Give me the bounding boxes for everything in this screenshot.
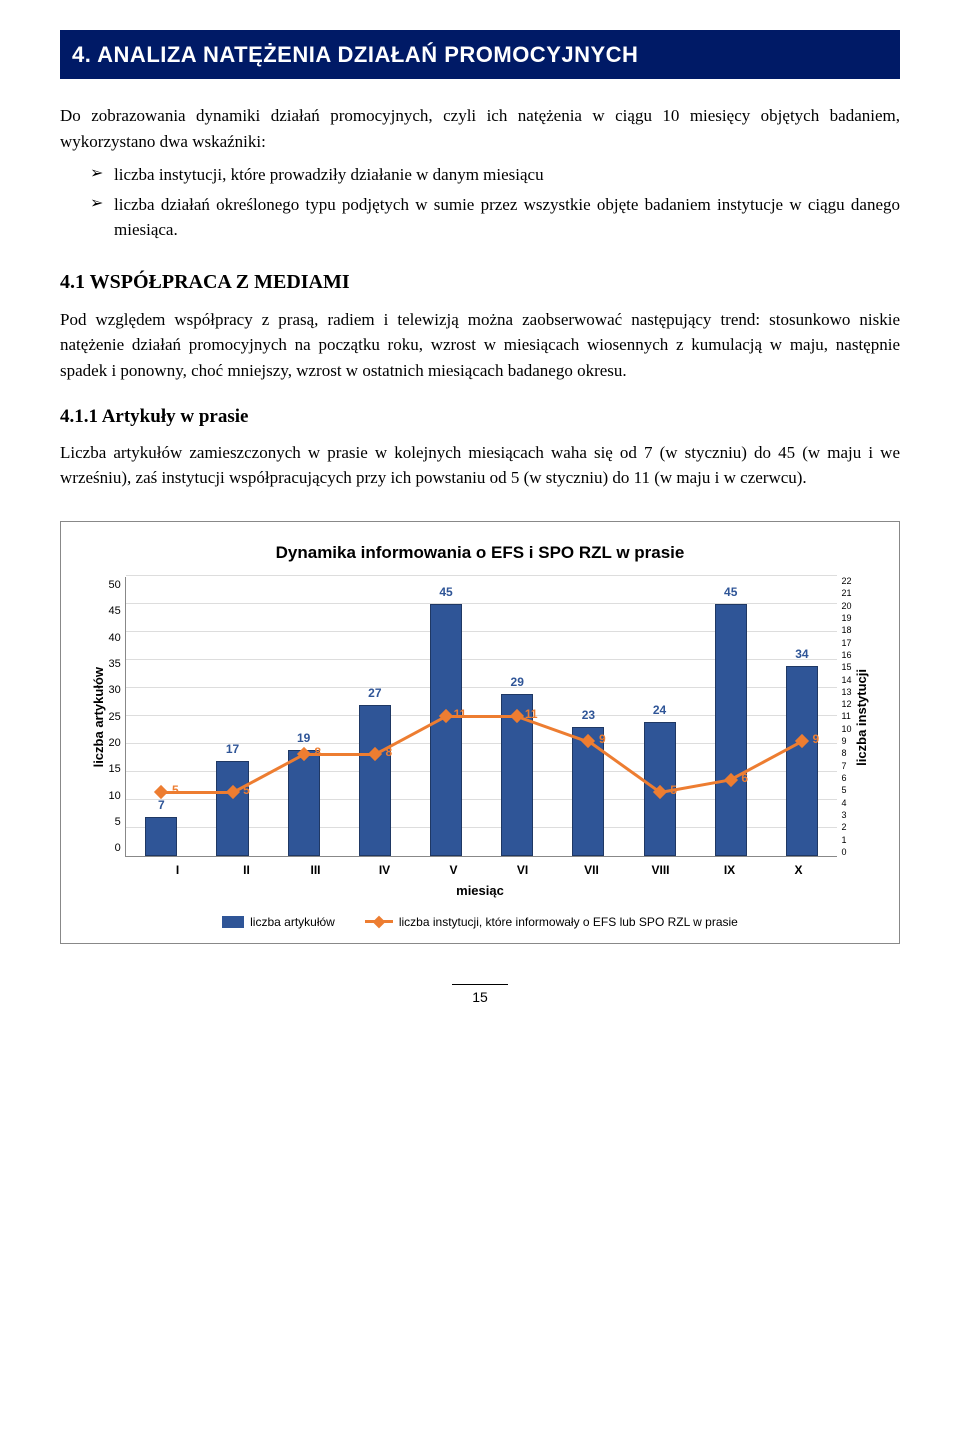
subsubsection-4-1-1-text: Liczba artykułów zamieszczonych w prasie…	[60, 440, 900, 491]
x-axis-ticks: IIIIIIIVVVIVIIVIIIIXX	[89, 861, 871, 879]
x-axis-label: miesiąc	[89, 881, 871, 901]
legend-line-label: liczba instytucji, które informowały o E…	[399, 913, 738, 931]
chart-container: Dynamika informowania o EFS i SPO RZL w …	[60, 521, 900, 944]
chart-row: liczba artykułów 50454035302520151050 71…	[89, 577, 871, 857]
intro-paragraph: Do zobrazowania dynamiki działań promocy…	[60, 103, 900, 154]
section-header: 4. ANALIZA NATĘŻENIA DZIAŁAŃ PROMOCYJNYC…	[60, 30, 900, 79]
section-title: ANALIZA NATĘŻENIA DZIAŁAŃ PROMOCYJNYCH	[97, 42, 638, 67]
subsubsection-title-text: Artykuły w prasie	[102, 406, 249, 427]
page-number: 15	[60, 984, 900, 1010]
list-item: liczba działań określonego typu podjętyc…	[90, 192, 900, 243]
plot-area: 7171927452923244534558811119569	[125, 577, 838, 857]
y-axis-left-label: liczba artykułów	[89, 577, 109, 857]
legend-bar-label: liczba artykułów	[250, 913, 335, 931]
legend-item-bar: liczba artykułów	[222, 913, 335, 931]
indicator-list: liczba instytucji, które prowadziły dzia…	[90, 162, 900, 243]
subsection-title-text: WSPÓŁPRACA Z MEDIAMI	[90, 271, 350, 293]
legend-swatch-line	[365, 920, 393, 923]
legend-swatch-bar	[222, 916, 244, 928]
subsection-4-1-title: 4.1 WSPÓŁPRACA Z MEDIAMI	[60, 267, 900, 297]
subsubsection-number: 4.1.1	[60, 406, 98, 427]
subsubsection-4-1-1-title: 4.1.1 Artykuły w prasie	[60, 403, 900, 432]
y-axis-left-ticks: 50454035302520151050	[109, 577, 125, 857]
list-item: liczba instytucji, które prowadziły dzia…	[90, 162, 900, 188]
y-axis-right-label: liczba instytucji	[852, 577, 872, 857]
y-axis-right-ticks: 222120191817161514131211109876543210	[837, 577, 851, 857]
chart-title: Dynamika informowania o EFS i SPO RZL w …	[89, 540, 871, 566]
legend-item-line: liczba instytucji, które informowały o E…	[365, 913, 738, 931]
subsection-number: 4.1	[60, 271, 85, 293]
subsection-4-1-text: Pod względem współpracy z prasą, radiem …	[60, 307, 900, 384]
chart-legend: liczba artykułów liczba instytucji, któr…	[89, 913, 871, 931]
section-number: 4.	[72, 42, 91, 67]
